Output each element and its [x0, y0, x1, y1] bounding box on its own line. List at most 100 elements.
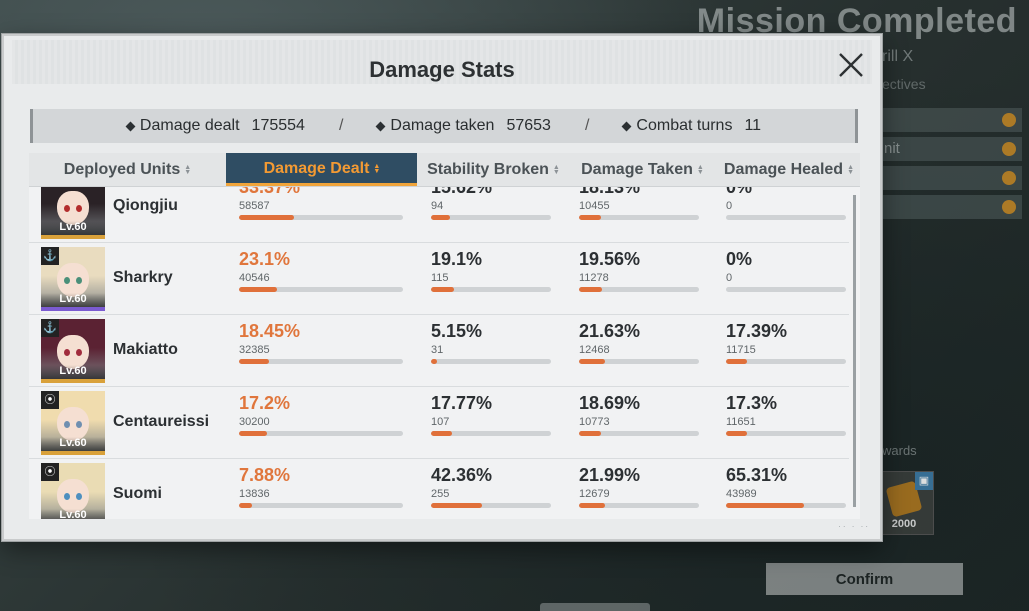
- dialog-footer-marks: ·· · ··: [838, 522, 870, 531]
- sort-icon: ▲ ▼: [552, 163, 560, 176]
- taken-bar: [579, 503, 699, 508]
- unit-level: Lv.60: [41, 437, 105, 451]
- sort-icon: ▲ ▼: [184, 163, 192, 176]
- close-button[interactable]: [836, 50, 866, 80]
- healed-percent: 65.31%: [726, 465, 788, 485]
- healed-value: 43989: [726, 488, 757, 500]
- unit-name: Makiatto: [113, 341, 178, 358]
- unit-portrait[interactable]: Lv.60 ⦿: [41, 391, 105, 455]
- cell-healed: 0% 0: [726, 187, 846, 220]
- broken-percent: 42.36%: [431, 465, 493, 485]
- summary-combat-turns-value: 11: [744, 117, 762, 134]
- summary-damage-taken-label: Damage taken: [390, 117, 495, 134]
- healed-bar: [726, 359, 846, 364]
- healed-bar-fill: [726, 431, 747, 436]
- cell-healed: 0% 0: [726, 249, 846, 292]
- cell-dealt: 18.45% 32385: [239, 321, 403, 364]
- unit-portrait[interactable]: Lv.60: [41, 187, 105, 239]
- scrollbar-thumb[interactable]: [853, 195, 856, 507]
- healed-value: 0: [726, 200, 733, 212]
- diamond-bullet-icon: [375, 121, 386, 131]
- column-header-stability-broken[interactable]: Stability Broken ▲ ▼: [419, 153, 567, 187]
- gift-icon: ▣: [915, 472, 933, 490]
- dealt-value: 32385: [239, 344, 270, 356]
- summary-damage-dealt-value: 175554: [251, 117, 305, 134]
- unit-level: Lv.60: [41, 293, 105, 307]
- healed-value: 11715: [726, 344, 756, 356]
- broken-percent: 5.15%: [431, 321, 483, 341]
- taken-percent: 19.56%: [579, 249, 641, 269]
- table-row[interactable]: Lv.60 ⦿ Centaureissi 17.2% 30200 17.77% …: [29, 387, 849, 459]
- taken-percent: 21.99%: [579, 465, 641, 485]
- taken-value: 12679: [579, 488, 610, 500]
- dealt-bar-fill: [239, 431, 268, 436]
- column-header-damage-taken[interactable]: Damage Taken ▲ ▼: [567, 153, 717, 187]
- dealt-bar-fill: [239, 215, 294, 220]
- confirm-button[interactable]: Confirm: [766, 563, 963, 595]
- table-row[interactable]: Lv.60 Qiongjiu 33.37% 58587 15.62% 94 18…: [29, 187, 849, 243]
- unit-portrait[interactable]: Lv.60 ⦿: [41, 463, 105, 519]
- table-row[interactable]: Lv.60 ⚓ Sharkry 23.1% 40546 19.1% 115 19…: [29, 243, 849, 315]
- broken-bar-fill: [431, 503, 482, 508]
- taken-bar-fill: [579, 503, 606, 508]
- portrait-face: [57, 191, 89, 225]
- taken-percent: 18.69%: [579, 393, 641, 413]
- rarity-stripe: [41, 235, 105, 239]
- reward-amount: 2000: [891, 518, 917, 530]
- dealt-percent: 18.45%: [239, 321, 301, 341]
- table-scrollbar[interactable]: [853, 195, 856, 507]
- column-header-deployed-units[interactable]: Deployed Units ▲ ▼: [29, 153, 225, 187]
- diamond-bullet-icon: [125, 121, 136, 131]
- table-body: Lv.60 Qiongjiu 33.37% 58587 15.62% 94 18…: [29, 187, 860, 519]
- cell-taken: 21.63% 12468: [579, 321, 699, 364]
- taken-percent: 18.13%: [579, 187, 641, 197]
- sniper-class-icon: ⚓: [41, 319, 59, 337]
- column-header-damage-dealt[interactable]: Damage Dealt ▲ ▼: [226, 153, 417, 186]
- rarity-stripe: [41, 307, 105, 311]
- unit-portrait[interactable]: Lv.60 ⚓: [41, 319, 105, 383]
- column-header-damage-healed[interactable]: Damage Healed ▲ ▼: [717, 153, 860, 187]
- objective-unit-label: nit: [884, 140, 900, 157]
- objective-row: [882, 137, 1022, 161]
- dealt-value: 30200: [239, 416, 270, 428]
- portrait-eye: [76, 205, 82, 212]
- portrait-eye: [76, 421, 82, 428]
- table-row[interactable]: Lv.60 ⦿ Suomi 7.88% 13836 42.36% 255 21.…: [29, 459, 849, 519]
- healed-bar: [726, 503, 846, 508]
- healed-bar: [726, 215, 846, 220]
- dealt-bar-fill: [239, 359, 270, 364]
- cell-dealt: 7.88% 13836: [239, 465, 403, 508]
- objective-check-icon: [1002, 142, 1016, 156]
- healed-bar-fill: [726, 359, 747, 364]
- objective-check-icon: [1002, 113, 1016, 127]
- unit-portrait[interactable]: Lv.60 ⚓: [41, 247, 105, 311]
- dealt-percent: 7.88%: [239, 465, 291, 485]
- taken-bar: [579, 431, 699, 436]
- broken-bar-fill: [431, 287, 454, 292]
- cell-broken: 17.77% 107: [431, 393, 551, 436]
- dealt-bar: [239, 287, 403, 292]
- broken-bar-fill: [431, 431, 453, 436]
- summary-damage-dealt: Damage dealt 175554: [125, 117, 305, 135]
- portrait-eye: [64, 205, 70, 212]
- dealt-bar: [239, 215, 403, 220]
- portrait-eye: [76, 349, 82, 356]
- objective-check-icon: [1002, 171, 1016, 185]
- rarity-stripe: [41, 379, 105, 383]
- column-header-label: Damage Taken: [581, 161, 693, 178]
- healed-bar-fill: [726, 503, 805, 508]
- damage-summary-bar: Damage dealt 175554 / Damage taken 57653…: [30, 109, 858, 143]
- table-row[interactable]: Lv.60 ⚓ Makiatto 18.45% 32385 5.15% 31 2…: [29, 315, 849, 387]
- taken-bar-fill: [579, 215, 601, 220]
- broken-value: 115: [431, 272, 449, 284]
- broken-bar-fill: [431, 215, 450, 220]
- reward-item[interactable]: ▣ 2000: [874, 471, 934, 535]
- summary-separator: /: [584, 117, 590, 134]
- rarity-stripe: [41, 451, 105, 455]
- support-class-icon: ⦿: [41, 391, 59, 409]
- sort-icon: ▲ ▼: [373, 162, 381, 175]
- broken-percent: 15.62%: [431, 187, 493, 197]
- unit-name: Suomi: [113, 485, 162, 502]
- taken-bar-fill: [579, 431, 602, 436]
- portrait-eye: [76, 493, 82, 500]
